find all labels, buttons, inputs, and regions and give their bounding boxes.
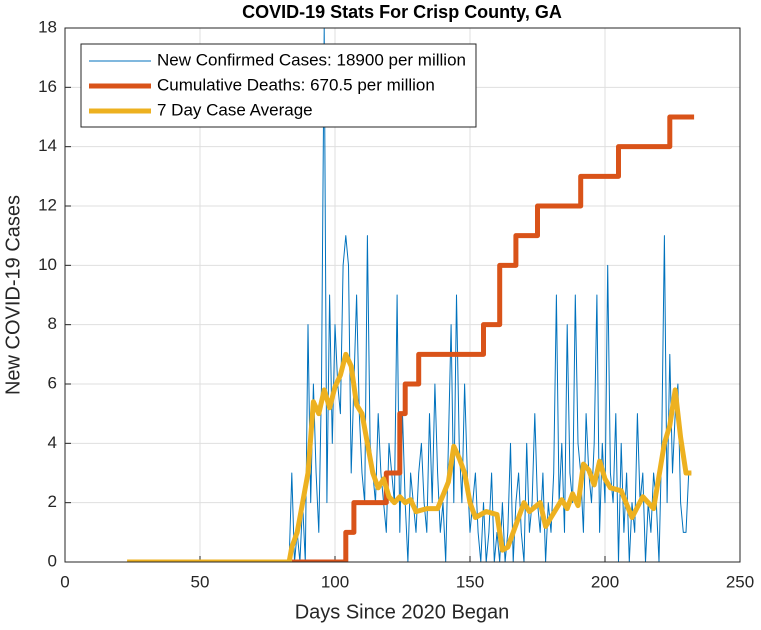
y-tick-label: 14: [38, 136, 57, 155]
lines: [127, 28, 695, 562]
legend: New Confirmed Cases: 18900 per million Cu…: [80, 43, 477, 128]
legend-label: Cumulative Deaths: 670.5 per million: [157, 75, 435, 94]
y-tick-label: 0: [48, 551, 57, 570]
y-tick-label: 18: [38, 17, 57, 36]
y-tick-label: 6: [48, 373, 57, 392]
x-tick-label: 150: [456, 572, 484, 591]
chart-title: COVID-19 Stats For Crisp County, GA: [242, 2, 562, 22]
y-tick-label: 12: [38, 195, 57, 214]
legend-label: 7 Day Case Average: [157, 100, 313, 119]
y-tick-label: 8: [48, 314, 57, 333]
axes-box: [64, 27, 741, 563]
y-tick-label: 4: [48, 433, 57, 452]
x-axis-label: Days Since 2020 Began: [295, 601, 510, 623]
x-tick-label: 200: [591, 572, 619, 591]
x-tick-label: 250: [726, 572, 754, 591]
series-line: [127, 351, 692, 562]
legend-label: New Confirmed Cases: 18900 per million: [157, 50, 466, 69]
y-tick-label: 16: [38, 77, 57, 96]
y-tick-label: 10: [38, 255, 57, 274]
y-tick-label: 2: [48, 492, 57, 511]
x-tick-label: 0: [60, 572, 69, 591]
series-line: [291, 114, 695, 562]
x-tick-label: 100: [321, 572, 349, 591]
y-axis-label: New COVID-19 Cases: [2, 195, 24, 395]
x-tick-label: 50: [191, 572, 210, 591]
